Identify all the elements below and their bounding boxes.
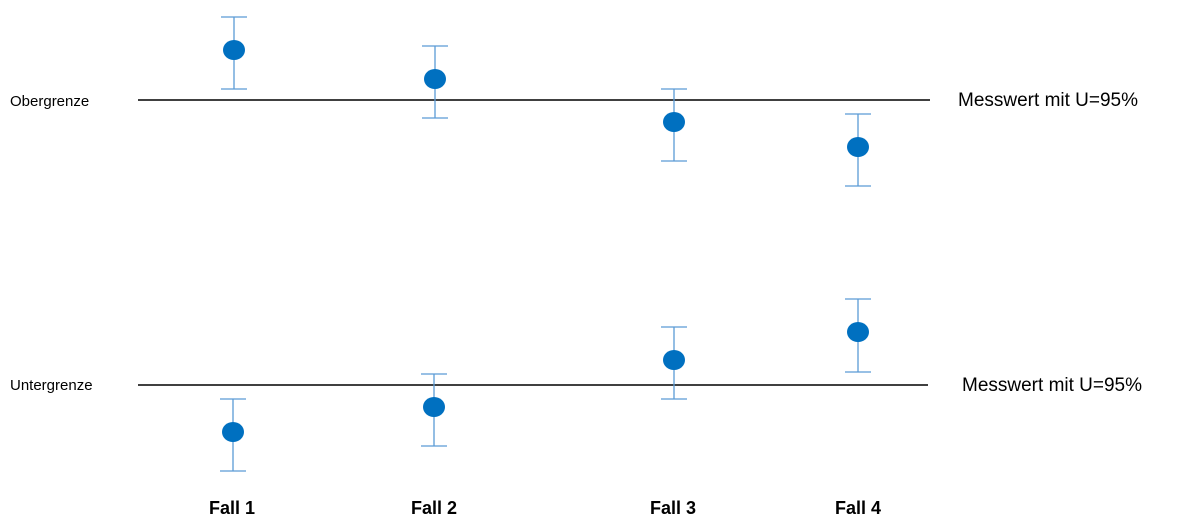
case-label-fall-4: Fall 4 — [835, 498, 881, 516]
measurement-point — [847, 137, 869, 157]
measurement-point — [423, 397, 445, 417]
lower-legend-label: Messwert mit U=95% — [962, 375, 1142, 396]
lower-limit-label: Untergrenze — [10, 377, 93, 394]
measurement-point — [222, 422, 244, 442]
measurement-point — [223, 40, 245, 60]
measurement-upper-fall-2 — [422, 45, 448, 119]
measurement-lower-fall-2 — [421, 373, 447, 447]
upper-row — [221, 16, 871, 187]
measurement-point — [424, 69, 446, 89]
measurement-point — [663, 350, 685, 370]
lower-row — [220, 298, 871, 472]
measurement-point — [847, 322, 869, 342]
measurement-lower-fall-4 — [845, 298, 871, 373]
measurement-upper-fall-3 — [661, 88, 687, 162]
measurement-point — [663, 112, 685, 132]
measurement-lower-fall-3 — [661, 326, 687, 400]
case-label-fall-3: Fall 3 — [650, 498, 696, 516]
upper-legend-label: Messwert mit U=95% — [958, 90, 1138, 111]
measurement-lower-fall-1 — [220, 398, 246, 472]
measurement-upper-fall-1 — [221, 16, 247, 90]
case-label-fall-2: Fall 2 — [411, 498, 457, 516]
case-label-fall-1: Fall 1 — [209, 498, 255, 516]
measurement-upper-fall-4 — [845, 113, 871, 187]
upper-limit-label: Obergrenze — [10, 93, 89, 110]
